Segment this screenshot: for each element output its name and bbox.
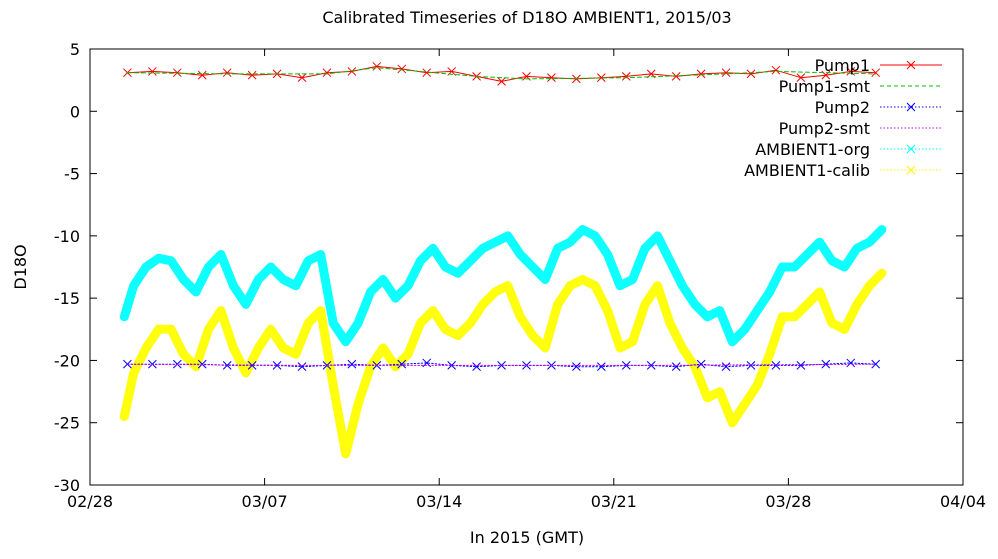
series-line-ambient1-calib bbox=[119, 268, 887, 459]
point-pump1 bbox=[372, 62, 382, 71]
point-pump2 bbox=[771, 361, 781, 370]
point-pump2 bbox=[846, 358, 856, 368]
point-pump1 bbox=[222, 68, 232, 78]
legend-marker-ambient1-org bbox=[906, 144, 916, 154]
legend-label-pump2: Pump2 bbox=[815, 98, 870, 117]
legend-marker-ambient1-calib bbox=[906, 165, 916, 175]
point-pump2 bbox=[297, 362, 307, 372]
point-pump1 bbox=[746, 69, 756, 79]
series-ambient1-org bbox=[119, 225, 887, 347]
point-pump2 bbox=[272, 361, 282, 370]
point-pump1 bbox=[497, 77, 506, 86]
legend-label-ambient1-org: AMBIENT1-org bbox=[755, 140, 870, 159]
point-pump2 bbox=[397, 359, 407, 369]
legend-label-pump2-smt: Pump2-smt bbox=[779, 119, 870, 138]
point-pump1 bbox=[572, 74, 581, 84]
point-pump1 bbox=[422, 68, 432, 78]
x-tick-label: 03/07 bbox=[242, 492, 288, 511]
y-tick-label: -15 bbox=[54, 289, 80, 308]
point-pump2 bbox=[572, 362, 581, 372]
point-pump1 bbox=[846, 67, 856, 76]
point-pump2 bbox=[821, 359, 831, 369]
point-pump2 bbox=[247, 361, 257, 370]
point-pump2 bbox=[222, 361, 232, 370]
point-pump1 bbox=[796, 73, 806, 83]
point-pump2 bbox=[796, 361, 806, 370]
legend-label-pump1-smt: Pump1-smt bbox=[779, 77, 870, 96]
point-pump1 bbox=[696, 69, 706, 79]
chart-title: Calibrated Timeseries of D18O AMBIENT1, … bbox=[322, 8, 731, 27]
x-tick-label: 03/21 bbox=[591, 492, 637, 511]
x-tick-label: 02/28 bbox=[67, 492, 113, 511]
point-pump1 bbox=[771, 65, 781, 75]
point-pump2 bbox=[472, 362, 481, 372]
y-axis-label: D18O bbox=[11, 244, 30, 289]
plot-area bbox=[119, 62, 887, 459]
y-tick-label: 5 bbox=[70, 40, 80, 59]
point-pump2 bbox=[347, 359, 357, 369]
point-pump1 bbox=[721, 68, 731, 78]
y-tick-label: -10 bbox=[54, 227, 80, 246]
point-pump2 bbox=[746, 361, 756, 370]
point-pump1 bbox=[172, 68, 182, 78]
x-tick-label: 03/14 bbox=[416, 492, 462, 511]
legend: Pump1 Pump1-smt Pump2 Pump2-smt AMBIENT1-org… bbox=[744, 56, 942, 180]
series-pump2-smt bbox=[126, 363, 877, 366]
y-tick-label: -30 bbox=[54, 476, 80, 495]
legend-marker-pump2 bbox=[906, 102, 916, 112]
point-pump1 bbox=[197, 70, 207, 80]
plot-frame bbox=[89, 48, 964, 486]
point-pump1 bbox=[671, 72, 681, 81]
series-line-ambient1-org bbox=[119, 225, 887, 347]
series-pump1-smt bbox=[126, 67, 877, 80]
x-tick-label: 03/28 bbox=[765, 492, 811, 511]
y-tick-label: -25 bbox=[54, 414, 80, 433]
legend-label-pump1: Pump1 bbox=[815, 56, 870, 75]
point-pump2 bbox=[671, 362, 681, 372]
point-pump2 bbox=[721, 362, 731, 372]
point-pump2 bbox=[871, 359, 881, 369]
point-pump1 bbox=[871, 68, 881, 78]
legend-label-ambient1-calib: AMBIENT1-calib bbox=[744, 161, 870, 180]
y-tick-label: 0 bbox=[70, 102, 80, 121]
legend-marker-pump1 bbox=[906, 60, 916, 70]
point-pump1 bbox=[596, 73, 606, 83]
point-pump2 bbox=[447, 361, 457, 370]
y-tick-label: -20 bbox=[54, 351, 80, 370]
y-tick-label: -5 bbox=[64, 165, 80, 184]
point-pump1 bbox=[397, 64, 407, 74]
point-pump1 bbox=[347, 67, 357, 76]
axes: 02/28 03/07 03/14 03/21 03/28 04/04 5 0 -5 -10 -15… bbox=[54, 40, 986, 511]
point-pump1 bbox=[547, 73, 556, 83]
series-line-pump1-smt bbox=[126, 67, 877, 80]
series-line-pump2-smt bbox=[126, 363, 877, 366]
point-pump2 bbox=[596, 362, 606, 372]
x-axis-label: In 2015 (GMT) bbox=[470, 528, 584, 547]
point-pump1 bbox=[322, 68, 332, 78]
series-ambient1-calib bbox=[119, 268, 887, 459]
point-pump2 bbox=[197, 359, 207, 369]
point-pump2 bbox=[696, 359, 706, 369]
point-pump1 bbox=[247, 70, 257, 80]
point-pump1 bbox=[297, 73, 307, 83]
point-pump1 bbox=[148, 67, 157, 76]
x-tick-label: 04/04 bbox=[940, 492, 986, 511]
point-pump1 bbox=[621, 72, 631, 81]
point-pump2 bbox=[646, 361, 656, 370]
